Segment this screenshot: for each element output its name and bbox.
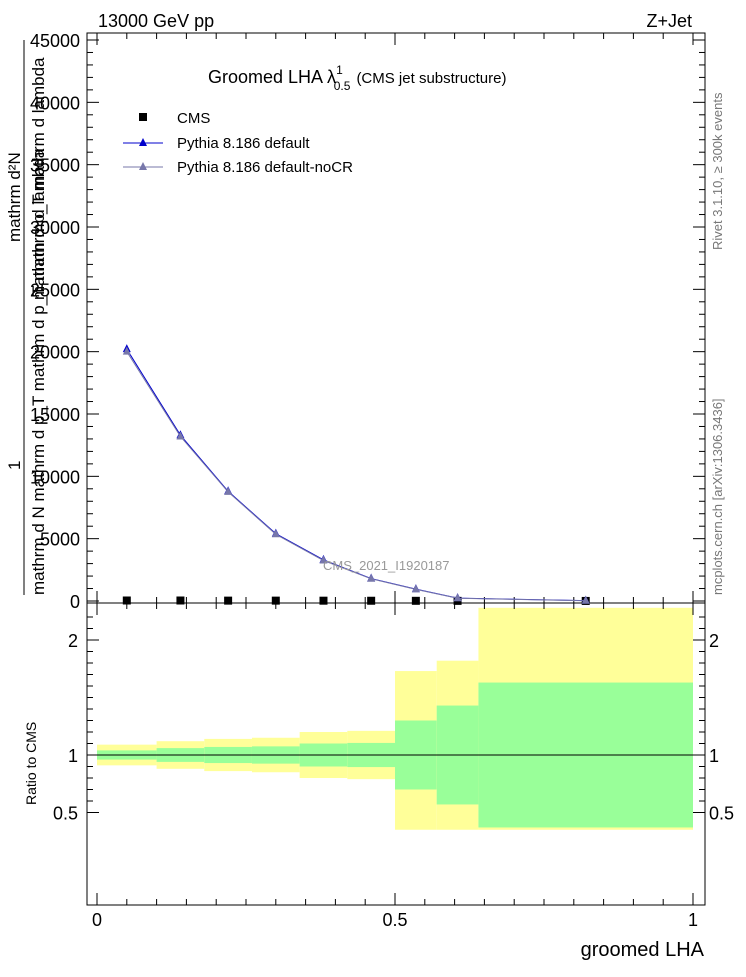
y-axis-label: 1 mathrm d N mathrm d p_T mathrm d p_T m… bbox=[5, 40, 48, 595]
cms-data-point bbox=[176, 596, 185, 605]
cms-data-point bbox=[319, 596, 328, 605]
legend-pythia-nocr-marker bbox=[139, 162, 147, 170]
y-label-denominator: mathrm d N mathrm d p_T mathrm d p_T mat… bbox=[29, 148, 48, 595]
pythia-nocr-point bbox=[453, 593, 462, 602]
legend-pythia-default-marker bbox=[139, 138, 147, 146]
y-label-numerator: mathrm d²N bbox=[5, 152, 24, 242]
y-label-middle: mathrm d p_T mathrm d lambda bbox=[29, 57, 48, 300]
ratio-plot-frame bbox=[86, 602, 706, 906]
mcplots-label: mcplots.cern.ch [arXiv:1306.3436] bbox=[710, 398, 725, 595]
pythia-nocr-point bbox=[224, 486, 233, 495]
y-tick-label: 45000 bbox=[30, 31, 80, 51]
legend-pythia-nocr-label: Pythia 8.186 default-noCR bbox=[177, 159, 353, 176]
y-tick-label: 25000 bbox=[30, 280, 80, 300]
ratio-y-label: Ratio to CMS bbox=[23, 722, 39, 805]
cms-data-point bbox=[411, 596, 420, 605]
ratio-ticks: 0.5 0.5 1 1 2 2 0 0.5 1 bbox=[53, 603, 734, 930]
pythia-nocr-point bbox=[367, 573, 376, 582]
y-tick-label: 0 bbox=[70, 592, 80, 612]
y-tick-label: 30000 bbox=[30, 218, 80, 238]
plot-title-superscript: 1 bbox=[336, 63, 343, 77]
cms-data-point bbox=[122, 596, 131, 605]
ratio-tick-label-right: 0.5 bbox=[709, 804, 734, 824]
y-tick-label: 10000 bbox=[30, 467, 80, 487]
legend-pythia-default-label: Pythia 8.186 default bbox=[177, 135, 310, 152]
cms-data-point bbox=[367, 596, 376, 605]
pythia-nocr-point bbox=[411, 584, 420, 593]
header-right-title: Z+Jet bbox=[646, 11, 692, 31]
x-tick-label: 0 bbox=[92, 910, 102, 930]
legend-cms-marker bbox=[139, 113, 147, 121]
y-tick-label: 40000 bbox=[30, 93, 80, 113]
ratio-tick-label-left: 0.5 bbox=[53, 804, 78, 824]
y-tick-label: 15000 bbox=[30, 405, 80, 425]
plot-title-subscript: 0.5 bbox=[334, 79, 351, 93]
header-left-title: 13000 GeV pp bbox=[98, 11, 214, 31]
main-ticks: 0 5000 10000 15000 20000 25000 30000 35000 40000… bbox=[30, 31, 705, 612]
pythia-nocr-point bbox=[581, 595, 590, 604]
ratio-tick-label-right: 1 bbox=[709, 746, 719, 766]
ratio-tick-label-left: 1 bbox=[68, 746, 78, 766]
ratio-bands bbox=[87, 607, 705, 830]
plot-title: Groomed LHA λ1 0.5 (CMS jet substructure) bbox=[208, 63, 506, 93]
x-tick-label: 1 bbox=[688, 910, 698, 930]
pythia-nocr-point bbox=[319, 555, 328, 564]
plot-title-main: Groomed LHA λ bbox=[208, 67, 336, 87]
pythia-nocr-point bbox=[176, 431, 185, 440]
plot-title-suffix: (CMS jet substructure) bbox=[356, 70, 506, 87]
watermark: CMS_2021_I1920187 bbox=[323, 558, 450, 573]
legend: CMS Pythia 8.186 default Pythia 8.186 de… bbox=[123, 110, 353, 176]
legend-cms-label: CMS bbox=[177, 110, 210, 127]
y-tick-label: 35000 bbox=[30, 156, 80, 176]
x-tick-label: 0.5 bbox=[382, 910, 407, 930]
y-tick-label: 20000 bbox=[30, 343, 80, 363]
series-layer bbox=[122, 344, 590, 605]
pythia-nocr-point bbox=[271, 529, 280, 538]
cms-data-point bbox=[224, 596, 233, 605]
rivet-label: Rivet 3.1.10, ≥ 300k events bbox=[710, 92, 725, 250]
y-label-one: 1 bbox=[5, 461, 24, 470]
ratio-tick-label-right: 2 bbox=[709, 631, 719, 651]
y-tick-label: 5000 bbox=[40, 530, 80, 550]
ratio-tick-label-left: 2 bbox=[68, 631, 78, 651]
cms-data-point bbox=[271, 596, 280, 605]
x-axis-label: groomed LHA bbox=[581, 939, 705, 961]
pythia-nocr-point bbox=[122, 346, 131, 355]
